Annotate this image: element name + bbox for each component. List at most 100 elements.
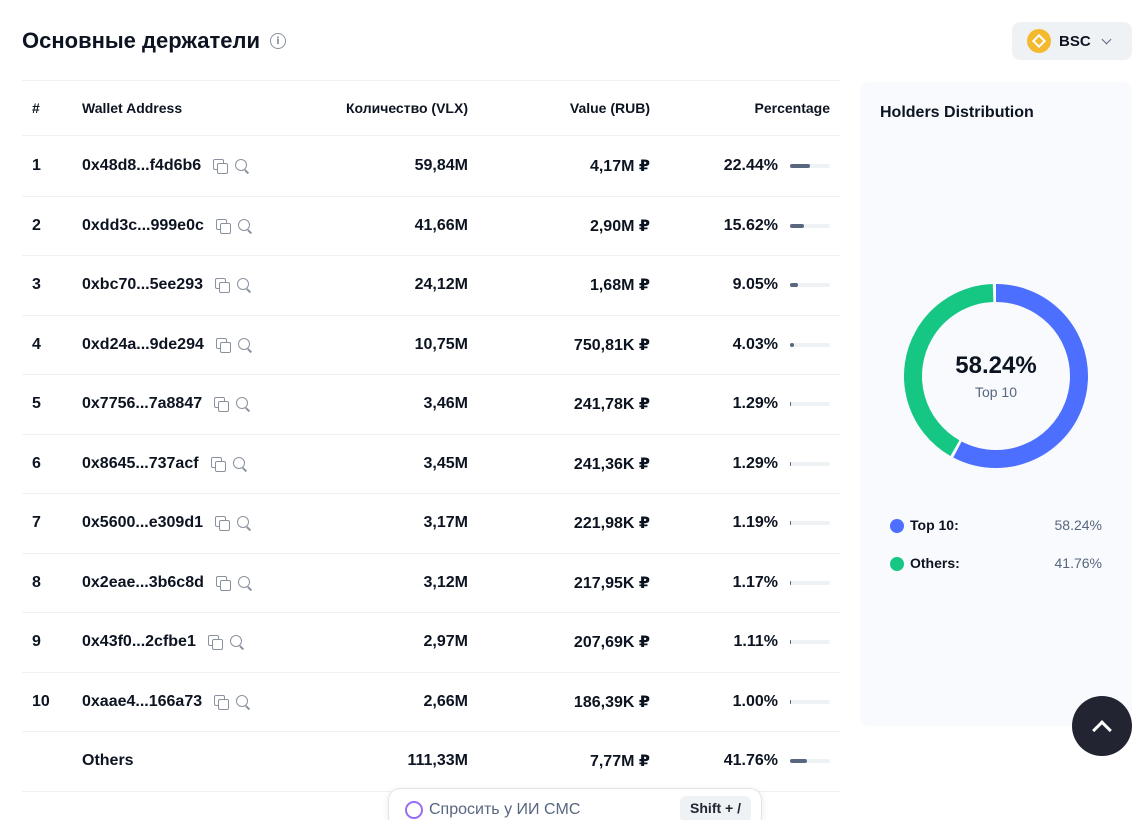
copy-icon[interactable]: [210, 456, 226, 472]
rank-cell: 4: [32, 335, 41, 353]
percentage-cell: 1.29%: [732, 395, 778, 413]
table-top-divider: [22, 80, 840, 81]
search-icon[interactable]: [232, 456, 247, 471]
percentage-bar: [790, 640, 830, 645]
wallet-address-link[interactable]: 0x5600...e309d1: [82, 514, 203, 532]
search-icon[interactable]: [236, 397, 250, 411]
copy-icon[interactable]: [215, 575, 231, 591]
wallet-address-cell: 0x43f0...2cfbe1: [82, 633, 244, 651]
percentage-bar: [790, 461, 830, 466]
wallet-address-link[interactable]: 0x8645...737acf: [82, 454, 199, 472]
percentage-bar: [790, 402, 830, 407]
legend-dot: [890, 519, 904, 533]
info-icon[interactable]: i: [269, 33, 286, 49]
search-icon[interactable]: [229, 635, 244, 649]
percentage-cell: 1.17%: [732, 573, 778, 591]
scroll-to-top-button[interactable]: [1072, 696, 1132, 756]
legend-item-others: Others: 41.76%: [890, 554, 1102, 574]
percentage-bar: [790, 699, 830, 704]
table-row: 8 0x2eae...3b6c8d 3,12M 217,95K ₽ 1.17%: [22, 554, 840, 613]
value-cell: 207,69K ₽: [573, 634, 650, 652]
copy-icon[interactable]: [215, 278, 230, 294]
legend-label: Others:: [910, 555, 960, 571]
wallet-address-link[interactable]: 0xbc70...5ee293: [82, 276, 203, 294]
percentage-bar-fill: [790, 164, 810, 169]
rank-cell: 6: [32, 454, 41, 472]
search-icon[interactable]: [237, 516, 251, 530]
percentage-bar-fill: [790, 461, 792, 466]
percentage-bar-fill: [790, 283, 798, 288]
wallet-address-link[interactable]: 0x7756...7a8847: [82, 395, 203, 413]
column-header-rank: #: [32, 100, 40, 116]
value-cell: 241,36K ₽: [573, 455, 650, 473]
copy-icon[interactable]: [207, 635, 223, 651]
table-row: 9 0x43f0...2cfbe1 2,97M 207,69K ₽ 1.11%: [22, 613, 840, 673]
value-cell: 221,98K ₽: [573, 515, 650, 533]
value-cell: 7,77M ₽: [589, 753, 650, 771]
quantity-cell: 2,66M: [423, 692, 468, 710]
search-icon[interactable]: [237, 218, 252, 233]
wallet-address-cell: 0x5600...e309d1: [82, 514, 251, 532]
ai-assistant-placeholder[interactable]: Спросить у ИИ CMC: [429, 801, 581, 818]
ai-assistant-bar[interactable]: Спросить у ИИ CMC Shift + /: [388, 788, 762, 820]
percentage-bar: [790, 521, 830, 526]
value-cell: 2,90M ₽: [589, 217, 650, 235]
rank-cell: 10: [32, 692, 50, 710]
percentage-bar-fill: [790, 402, 792, 407]
copy-icon[interactable]: [215, 516, 230, 532]
keyboard-shortcut-badge: Shift + /: [680, 796, 751, 820]
column-header-address: Wallet Address: [82, 100, 183, 116]
search-icon[interactable]: [237, 337, 252, 352]
search-icon[interactable]: [237, 575, 252, 590]
wallet-address-link[interactable]: 0x2eae...3b6c8d: [82, 573, 204, 591]
wallet-address-cell: 0xaae4...166a73: [82, 693, 250, 711]
wallet-address-cell: 0xbc70...5ee293: [82, 276, 251, 294]
chain-select[interactable]: BSC: [1012, 22, 1132, 60]
wallet-address-link[interactable]: 0xd24a...9de294: [82, 335, 204, 353]
page-title-text: Основные держатели: [22, 28, 260, 53]
bnb-logo-icon: [1027, 29, 1051, 53]
wallet-address-link[interactable]: 0xaae4...166a73: [82, 692, 203, 710]
percentage-bar: [790, 759, 830, 764]
percentage-bar-fill: [790, 640, 791, 645]
legend-item-top10: Top 10: 58.24%: [890, 516, 1102, 536]
quantity-cell: 3,46M: [423, 395, 468, 413]
percentage-cell: 15.62%: [723, 216, 778, 234]
page-title: Основные держатели i: [22, 28, 286, 54]
quantity-cell: 3,12M: [423, 573, 468, 591]
search-icon[interactable]: [237, 278, 251, 292]
table-row: 4 0xd24a...9de294 10,75M 750,81K ₽ 4.03%: [22, 316, 840, 375]
wallet-address-link[interactable]: 0x48d8...f4d6b6: [82, 157, 202, 175]
copy-icon[interactable]: [214, 694, 230, 710]
rank-cell: 2: [32, 216, 41, 234]
search-icon[interactable]: [235, 159, 249, 173]
rank-cell: 1: [32, 157, 41, 175]
wallet-address-link[interactable]: 0xdd3c...999e0c: [82, 216, 204, 234]
table-row: 6 0x8645...737acf 3,45M 241,36K ₽ 1.29%: [22, 435, 840, 494]
percentage-bar: [790, 342, 830, 347]
column-header-percentage[interactable]: Percentage: [754, 100, 830, 116]
table-row: 2 0xdd3c...999e0c 41,66M 2,90M ₽ 15.62%: [22, 197, 840, 256]
distribution-donut-chart: [903, 284, 1088, 468]
copy-icon[interactable]: [215, 337, 231, 353]
copy-icon[interactable]: [214, 397, 230, 413]
copy-icon[interactable]: [215, 218, 231, 234]
search-icon[interactable]: [236, 694, 250, 709]
copy-icon[interactable]: [213, 159, 229, 175]
percentage-bar-fill: [790, 521, 791, 526]
column-header-value[interactable]: Value (RUB): [569, 100, 650, 116]
wallet-address-cell: 0x8645...737acf: [82, 455, 247, 473]
table-row-others: Others 111,33M 7,77M ₽ 41.76%: [22, 732, 840, 792]
percentage-cell: 9.05%: [732, 276, 778, 294]
quantity-cell: 2,97M: [423, 633, 468, 651]
rank-cell: 9: [32, 633, 41, 651]
column-header-quantity[interactable]: Количество (VLX): [345, 100, 468, 116]
value-cell: 217,95K ₽: [573, 574, 650, 592]
chain-select-value: BSC: [1059, 32, 1091, 50]
percentage-cell: 1.29%: [732, 454, 778, 472]
percentage-cell: 4.03%: [732, 335, 778, 353]
holders-distribution-panel: Holders Distribution 58.24% Top 10 Top 1…: [860, 82, 1132, 726]
table-row: 1 0x48d8...f4d6b6 59,84M 4,17M ₽ 22.44%: [22, 137, 840, 197]
rank-cell: 5: [32, 395, 41, 413]
wallet-address-link[interactable]: 0x43f0...2cfbe1: [82, 633, 196, 651]
